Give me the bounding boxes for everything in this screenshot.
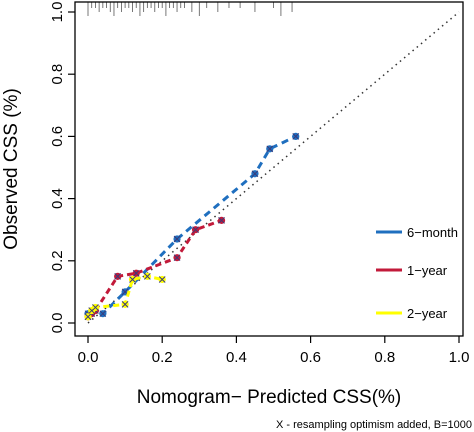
y-tick-label: 0.8	[49, 64, 66, 85]
y-tick-label: 0.0	[49, 313, 66, 334]
x-marker	[92, 304, 99, 311]
series-line	[86, 274, 163, 318]
rug-marks	[87, 2, 293, 16]
footnote: X - resampling optimism added, B=1000	[276, 419, 472, 431]
y-axis-title: Observed CSS (%)	[1, 88, 22, 250]
x-tick-label: 0.2	[152, 349, 173, 366]
y-tick-label: 0.6	[49, 126, 66, 147]
legend-label: 6−month	[407, 225, 458, 240]
series-2	[84, 216, 226, 321]
series-line	[88, 135, 297, 316]
y-tick-label: 0.2	[49, 250, 66, 271]
x-marker	[144, 272, 151, 280]
x-marker	[173, 235, 181, 243]
x-tick-label: 0.8	[374, 349, 395, 366]
plot-frame	[74, 1, 464, 337]
y-axis: 0.0 0.2 0.4 0.6 0.8 1.0	[49, 2, 75, 334]
x-marker	[114, 272, 122, 280]
diagonal-reference-line	[87, 11, 460, 324]
x-tick-label: 1.0	[449, 349, 470, 366]
x-marker	[173, 254, 181, 262]
x-marker	[251, 170, 259, 178]
x-marker	[129, 276, 136, 283]
x-marker	[99, 310, 107, 318]
legend-label: 1−year	[407, 263, 448, 278]
x-tick-label: 0.4	[226, 349, 247, 366]
legend-label: 2−year	[407, 306, 448, 321]
y-tick-label: 1.0	[49, 2, 66, 23]
x-marker	[218, 217, 225, 224]
x-marker	[192, 226, 199, 234]
x-tick-label: 0.6	[300, 349, 321, 366]
series-line	[87, 218, 223, 318]
x-marker	[158, 276, 166, 283]
x-axis: 0.0 0.2 0.4 0.6 0.8 1.0	[78, 336, 470, 366]
x-axis-title: Nomogram− Predicted CSS(%)	[137, 387, 402, 408]
x-marker	[121, 300, 129, 308]
x-tick-label: 0.0	[78, 349, 99, 366]
x-marker	[292, 133, 300, 140]
x-marker	[84, 313, 92, 321]
series-layer	[84, 132, 300, 321]
series-3	[84, 272, 166, 321]
series-1	[84, 132, 300, 318]
legend: 6−month 1−year 2−year	[376, 225, 458, 321]
x-marker	[132, 269, 140, 277]
y-tick-label: 0.4	[49, 188, 66, 209]
x-marker	[266, 145, 274, 153]
